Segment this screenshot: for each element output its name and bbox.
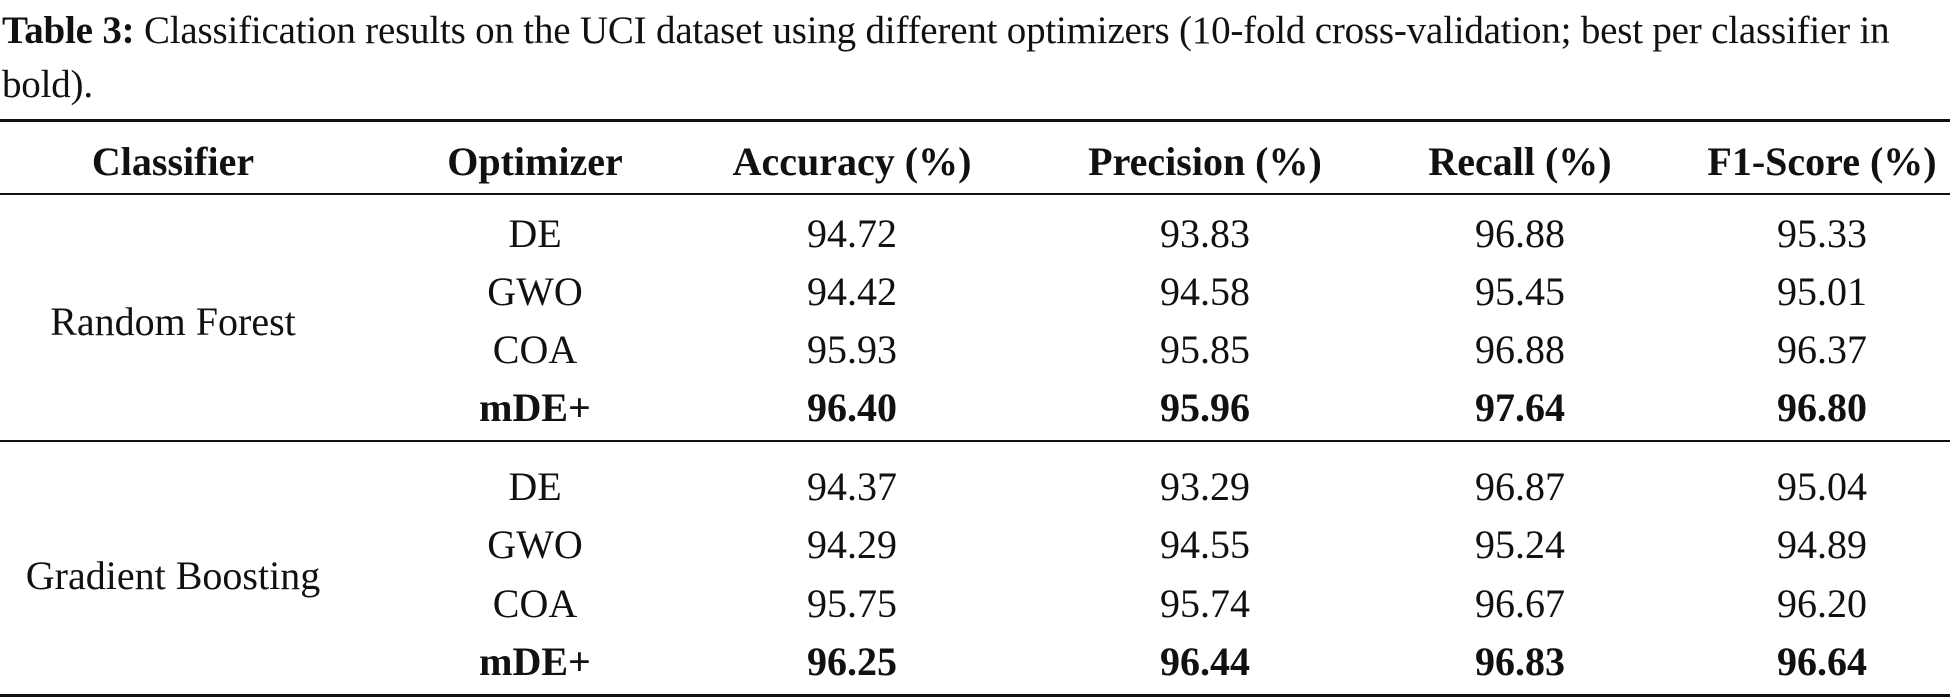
f1-cell: 94.89	[1777, 522, 1867, 567]
recall-cell: 96.67	[1475, 581, 1565, 626]
optimizer-cell: DE	[508, 464, 562, 509]
f1-cell: 95.33	[1777, 211, 1867, 256]
caption-label: Table 3:	[2, 9, 135, 52]
optimizer-cell: COA	[492, 327, 578, 372]
header-rule	[0, 193, 1950, 195]
recall-cell: 96.88	[1475, 327, 1565, 372]
precision-cell: 94.55	[1160, 522, 1250, 567]
recall-cell: 95.45	[1475, 269, 1565, 314]
f1-cell: 95.01	[1777, 269, 1867, 314]
precision-cell: 93.83	[1160, 211, 1250, 256]
header-f1: F1-Score (%)	[1707, 139, 1937, 184]
f1-cell: 96.80	[1777, 385, 1867, 430]
table-caption: Table 3: Classification results on the U…	[2, 4, 1952, 112]
optimizer-cell: DE	[508, 211, 562, 256]
precision-cell: 94.58	[1160, 269, 1250, 314]
accuracy-cell: 96.25	[807, 639, 897, 684]
f1-cell: 95.04	[1777, 464, 1867, 509]
group-rule	[0, 440, 1950, 442]
optimizer-cell: GWO	[487, 522, 583, 567]
accuracy-cell: 94.29	[807, 522, 897, 567]
header-recall: Recall (%)	[1428, 139, 1612, 184]
bottom-rule	[0, 694, 1950, 697]
accuracy-cell: 94.42	[807, 269, 897, 314]
optimizer-cell: GWO	[487, 269, 583, 314]
optimizer-cell: mDE+	[479, 385, 591, 430]
accuracy-cell: 94.37	[807, 464, 897, 509]
optimizer-cell: mDE+	[479, 639, 591, 684]
f1-cell: 96.20	[1777, 581, 1867, 626]
header-accuracy: Accuracy (%)	[732, 139, 972, 184]
recall-cell: 96.88	[1475, 211, 1565, 256]
accuracy-cell: 95.75	[807, 581, 897, 626]
precision-cell: 95.85	[1160, 327, 1250, 372]
recall-cell: 96.87	[1475, 464, 1565, 509]
classifier-gradient-boosting: Gradient Boosting	[25, 553, 321, 598]
header-classifier: Classifier	[91, 139, 255, 184]
header-optimizer: Optimizer	[447, 139, 623, 184]
recall-cell: 97.64	[1475, 385, 1565, 430]
top-rule	[0, 119, 1950, 122]
precision-cell: 93.29	[1160, 464, 1250, 509]
classifier-random-forest: Random Forest	[50, 299, 296, 344]
accuracy-cell: 95.93	[807, 327, 897, 372]
optimizer-cell: COA	[492, 581, 578, 626]
recall-cell: 95.24	[1475, 522, 1565, 567]
precision-cell: 95.96	[1160, 385, 1250, 430]
precision-cell: 96.44	[1160, 639, 1250, 684]
accuracy-cell: 96.40	[807, 385, 897, 430]
accuracy-cell: 94.72	[807, 211, 897, 256]
precision-cell: 95.74	[1160, 581, 1250, 626]
f1-cell: 96.64	[1777, 639, 1867, 684]
caption-text: Classification results on the UCI datase…	[2, 9, 1890, 106]
header-precision: Precision (%)	[1088, 139, 1322, 184]
recall-cell: 96.83	[1475, 639, 1565, 684]
f1-cell: 96.37	[1777, 327, 1867, 372]
